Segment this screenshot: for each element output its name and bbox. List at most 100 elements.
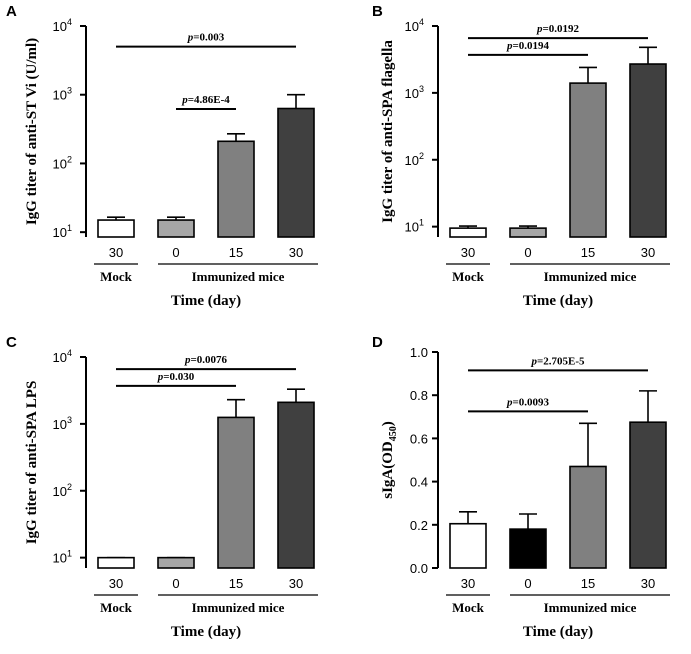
bar [449,522,487,569]
significance-value: =0.0192 [542,23,579,35]
y-axis-title-text: sIgA(OD [380,441,396,499]
x-tick-label: 15 [581,245,595,260]
x-tick-label: 30 [289,245,303,260]
significance-p: p [530,355,537,367]
group-label-mock: Mock [100,600,133,615]
x-tick-label: 30 [109,576,123,591]
y-tick-base: 10 [405,86,419,101]
x-tick-label: 30 [641,245,655,260]
significance-p: p [187,32,194,44]
y-tick-base: 10 [53,19,67,34]
y-axis-title-text: IgG titer of anti-ST Vi (U/ml) [24,38,40,225]
y-tick-base: 10 [53,88,67,103]
y-tick-exponent: 1 [67,223,72,233]
bar [217,140,255,238]
y-tick-exponent: 3 [67,86,72,96]
y-tick-label: 0.4 [410,475,428,490]
y-tick-label: 0.6 [410,431,428,446]
y-tick-label: 0.2 [410,518,428,533]
y-tick-exponent: 4 [419,17,424,27]
y-tick-label: 101 [405,218,424,235]
x-tick-label: 30 [461,245,475,260]
significance-label: p=0.003 [187,32,225,44]
y-axis-title-close: ) [380,421,396,426]
y-tick-label: 1.0 [410,345,428,360]
y-tick-label: 0.8 [410,388,428,403]
bar [569,82,607,238]
significance-value: =0.0194 [512,40,549,52]
y-tick-base: 10 [405,220,419,235]
significance-label: p=0.0194 [506,40,550,52]
y-tick-label: 103 [405,84,424,101]
significance-label: p=4.86E-4 [181,94,230,106]
y-axis-title: IgG titer of anti-SPA flagella [380,40,396,223]
group-label-mock: Mock [100,269,133,284]
x-axis-title: Time (day) [171,293,241,309]
y-tick-base: 10 [53,156,67,171]
x-tick-label: 15 [581,576,595,591]
group-label-immunized: Immunized mice [544,269,637,284]
panel-label: B [372,3,383,20]
y-axis-title-text: IgG titer of anti-SPA flagella [380,40,396,223]
y-axis-title: IgG titer of anti-ST Vi (U/ml) [24,38,40,225]
x-tick-label: 15 [229,576,243,591]
y-tick-base: 10 [53,551,67,566]
x-tick-label: 30 [289,576,303,591]
y-tick-base: 10 [53,417,67,432]
y-tick-base: 10 [53,225,67,240]
significance-p: p [184,354,191,366]
y-tick-exponent: 2 [67,482,72,492]
significance-label: p=0.0093 [506,396,550,408]
x-tick-label: 0 [172,245,179,260]
x-tick-label: 30 [641,576,655,591]
y-tick-label: 0.0 [410,561,428,576]
y-tick-label: 104 [405,17,424,34]
bar [157,556,195,569]
significance-label: p=0.030 [157,371,195,383]
group-label-immunized: Immunized mice [544,600,637,615]
significance-value: =0.0076 [190,354,227,366]
bar [217,416,255,569]
y-tick-label: 103 [53,415,72,432]
y-tick-label: 102 [53,482,72,499]
panel-d: D 0.0 0.2 0.4 0.6 0.8 1.0 sIgA(OD450) 30 0 15 30 Moc… [372,334,670,640]
significance-value: =2.705E-5 [537,355,585,367]
y-axis-title-subscript: 450 [388,426,399,441]
bar [509,528,547,569]
y-axis-title-text: IgG titer of anti-SPA LPS [24,381,40,545]
y-tick-label: 104 [53,17,72,34]
significance-label: p=2.705E-5 [530,355,585,367]
y-tick-label: 102 [53,154,72,171]
bar [157,219,195,238]
y-tick-exponent: 4 [67,17,72,27]
panel-label: D [372,334,383,351]
bar [509,227,547,238]
significance-value: =4.86E-4 [188,94,231,106]
y-tick-base: 10 [405,153,419,168]
significance-label: p=0.0076 [184,354,228,366]
y-tick-exponent: 1 [419,218,424,228]
bar [449,227,487,238]
significance-label: p=0.0192 [536,23,580,35]
bar [277,401,315,569]
x-tick-label: 30 [461,576,475,591]
x-axis-title: Time (day) [523,624,593,640]
panel-label: A [6,3,17,20]
group-label-immunized: Immunized mice [192,600,285,615]
bar [629,63,667,238]
y-tick-label: 101 [53,549,72,566]
significance-p: p [536,23,543,35]
y-tick-base: 10 [53,350,67,365]
x-tick-label: 0 [524,245,531,260]
x-tick-label: 15 [229,245,243,260]
y-axis-title: sIgA(OD450) [380,421,399,499]
bar [97,219,135,238]
significance-value: =0.030 [163,371,195,383]
group-label-mock: Mock [452,269,485,284]
group-label-immunized: Immunized mice [192,269,285,284]
group-label-mock: Mock [452,600,485,615]
significance-p: p [157,371,164,383]
